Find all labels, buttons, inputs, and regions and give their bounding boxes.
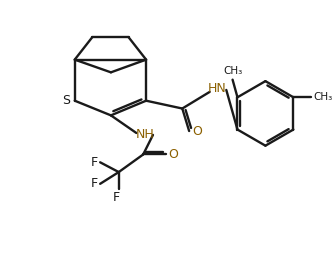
Text: O: O (169, 148, 178, 161)
Text: F: F (113, 191, 120, 204)
Text: CH₃: CH₃ (223, 66, 242, 76)
Text: O: O (192, 125, 202, 139)
Text: S: S (62, 94, 70, 107)
Text: F: F (91, 177, 98, 190)
Text: NH: NH (136, 128, 155, 141)
Text: CH₃: CH₃ (313, 92, 332, 102)
Text: HN: HN (208, 83, 227, 95)
Text: F: F (91, 156, 98, 169)
